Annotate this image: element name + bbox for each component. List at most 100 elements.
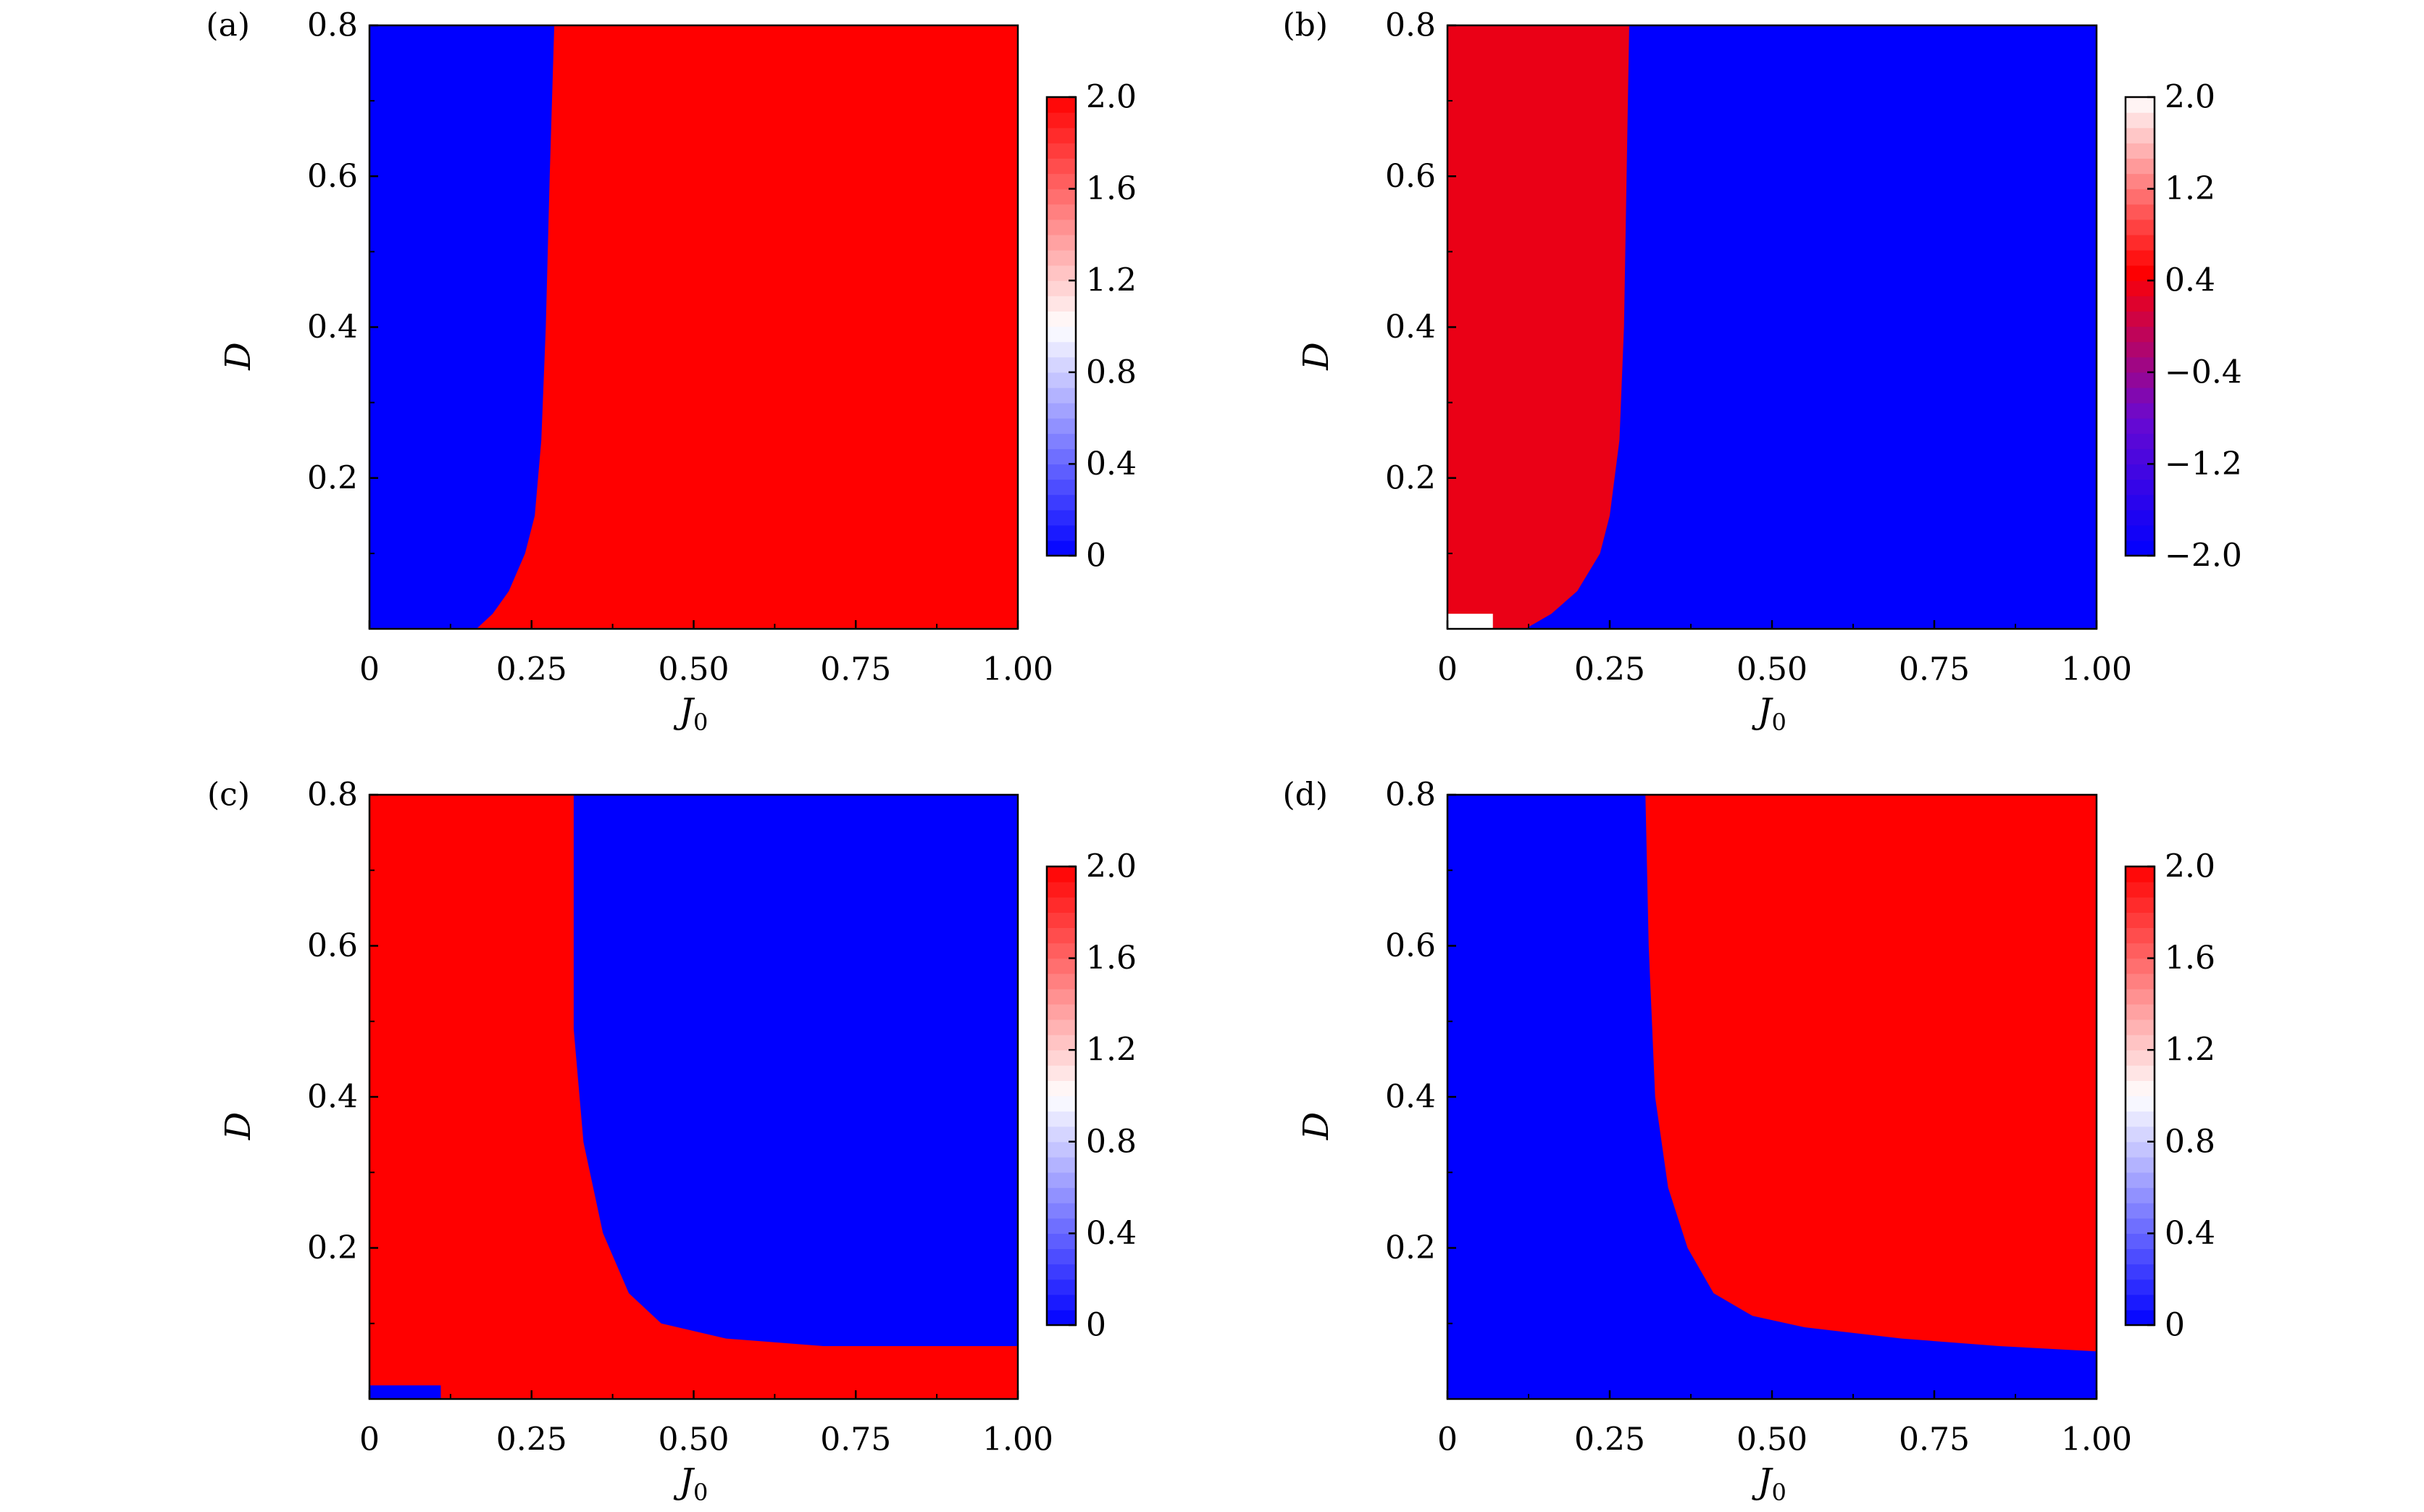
colorbar-step: [1047, 1248, 1076, 1265]
colorbar-step: [1047, 973, 1076, 990]
colorbar-step: [1047, 509, 1076, 526]
colorbar-step: [1047, 1279, 1076, 1295]
colorbar-step: [2126, 341, 2155, 358]
x-tick-label: 0.25: [1574, 1421, 1645, 1458]
region-blue: [369, 25, 555, 629]
panel-a: 0 0.25 0.50 0.75 1.000.20.40.60.8J0D(a)00.40…: [206, 7, 1137, 737]
colorbar-step: [2126, 509, 2155, 526]
colorbar-step: [2126, 1309, 2155, 1326]
colorbar-step: [1047, 188, 1076, 205]
colorbar-tick-label: 1.6: [2165, 940, 2215, 977]
region-blue-patch: [369, 1385, 441, 1399]
colorbar-step: [1047, 1019, 1076, 1035]
y-axis-label: D: [1296, 342, 1337, 370]
y-tick-label: 0.8: [307, 7, 358, 44]
colorbar-step: [1047, 479, 1076, 496]
colorbar-step: [1047, 158, 1076, 175]
colorbar-tick-label: 0.8: [2165, 1123, 2215, 1160]
x-axis-label: J0: [1751, 1461, 1786, 1506]
colorbar-step: [2126, 540, 2155, 556]
colorbar-step: [2126, 1264, 2155, 1280]
colorbar-step: [2126, 525, 2155, 541]
colorbar-tick-label: 2.0: [2165, 79, 2215, 116]
colorbar-tick-label: −0.4: [2165, 354, 2242, 390]
colorbar-step: [1047, 173, 1076, 190]
colorbar-step: [2126, 1126, 2155, 1143]
x-tick-label: 0: [359, 651, 380, 688]
colorbar-step: [1047, 988, 1076, 1005]
colorbar-step: [1047, 1172, 1076, 1188]
y-tick-label: 0.2: [307, 1229, 358, 1266]
y-tick-label: 0.4: [1385, 1079, 1436, 1116]
colorbar-step: [1047, 1264, 1076, 1280]
x-tick-label: 0: [1437, 1421, 1458, 1458]
colorbar-step: [2126, 265, 2155, 281]
colorbar-tick-label: 0: [1086, 1307, 1106, 1344]
colorbar-tick-label: 1.2: [1086, 1032, 1137, 1069]
colorbar-tick-label: 1.2: [1086, 262, 1137, 299]
colorbar-step: [1047, 219, 1076, 235]
colorbar-step: [2126, 1156, 2155, 1173]
colorbar-step: [1047, 1309, 1076, 1326]
x-tick-label: 0.75: [820, 1421, 891, 1458]
colorbar-step: [1047, 204, 1076, 220]
colorbar-step: [1047, 525, 1076, 541]
y-tick-label: 0.6: [307, 927, 358, 964]
y-tick-label: 0.8: [307, 777, 358, 814]
colorbar-step: [2126, 927, 2155, 944]
colorbar-step: [2126, 128, 2155, 143]
colorbar-step: [1047, 1187, 1076, 1203]
colorbar-step: [1047, 943, 1076, 959]
colorbar-step: [1047, 1294, 1076, 1311]
colorbar-tick-label: 0.8: [1086, 354, 1137, 390]
colorbar-step: [2126, 204, 2155, 220]
colorbar-tick-label: 2.0: [1086, 848, 1137, 885]
x-tick-label: 0.75: [1899, 651, 1970, 688]
y-tick-label: 0.2: [307, 459, 358, 496]
colorbar-step: [1047, 448, 1076, 464]
colorbar: −2.0 −1.2 −0.4 0.4 1.2 2.0: [2124, 79, 2242, 575]
colorbar-step: [1047, 296, 1076, 312]
colorbar-tick-label: 0: [1086, 538, 1106, 575]
colorbar-step: [1047, 1156, 1076, 1173]
colorbar-step: [1047, 540, 1076, 556]
colorbar-step: [2126, 418, 2155, 434]
colorbar-step: [1047, 882, 1076, 898]
colorbar-step: [2126, 112, 2155, 128]
colorbar-step: [2126, 973, 2155, 990]
x-tick-label: 0.50: [659, 651, 730, 688]
x-tick-label: 0: [359, 1421, 380, 1458]
x-tick-label: 0: [1437, 651, 1458, 688]
colorbar-step: [2126, 97, 2155, 113]
colorbar-frame: [2124, 96, 2156, 557]
colorbar-step: [1047, 387, 1076, 404]
colorbar-step: [2126, 866, 2155, 882]
colorbar-step: [1047, 418, 1076, 434]
colorbar-step: [2126, 1035, 2155, 1051]
colorbar-step: [2126, 296, 2155, 312]
y-axis-label: D: [218, 342, 259, 370]
colorbar-step: [2126, 1050, 2155, 1066]
colorbar-step: [2126, 988, 2155, 1005]
colorbar-tick-label: 1.2: [2165, 170, 2215, 207]
colorbar-step: [2126, 1019, 2155, 1035]
y-tick-label: 0.4: [307, 1079, 358, 1116]
colorbar-step: [2126, 912, 2155, 928]
colorbar: 0 0.4 0.8 1.2 1.6 2.0: [1045, 848, 1137, 1344]
colorbar-step: [2126, 1172, 2155, 1188]
colorbar-step: [1047, 897, 1076, 913]
panel-d: 0 0.25 0.50 0.75 1.000.20.40.60.8J0D(d)00.40…: [1283, 777, 2215, 1507]
colorbar-frame: [2124, 865, 2156, 1327]
colorbar-step: [1047, 250, 1076, 266]
x-tick-label: 0.25: [496, 1421, 567, 1458]
colorbar-step: [2126, 250, 2155, 266]
colorbar-step: [1047, 1095, 1076, 1112]
y-axis-label: D: [1296, 1112, 1337, 1140]
colorbar-step: [1047, 97, 1076, 113]
panel-label: (d): [1283, 777, 1329, 814]
colorbar-step: [1047, 1050, 1076, 1066]
colorbar-step: [1047, 1233, 1076, 1250]
y-tick-label: 0.6: [1385, 158, 1436, 195]
colorbar-step: [1047, 927, 1076, 944]
